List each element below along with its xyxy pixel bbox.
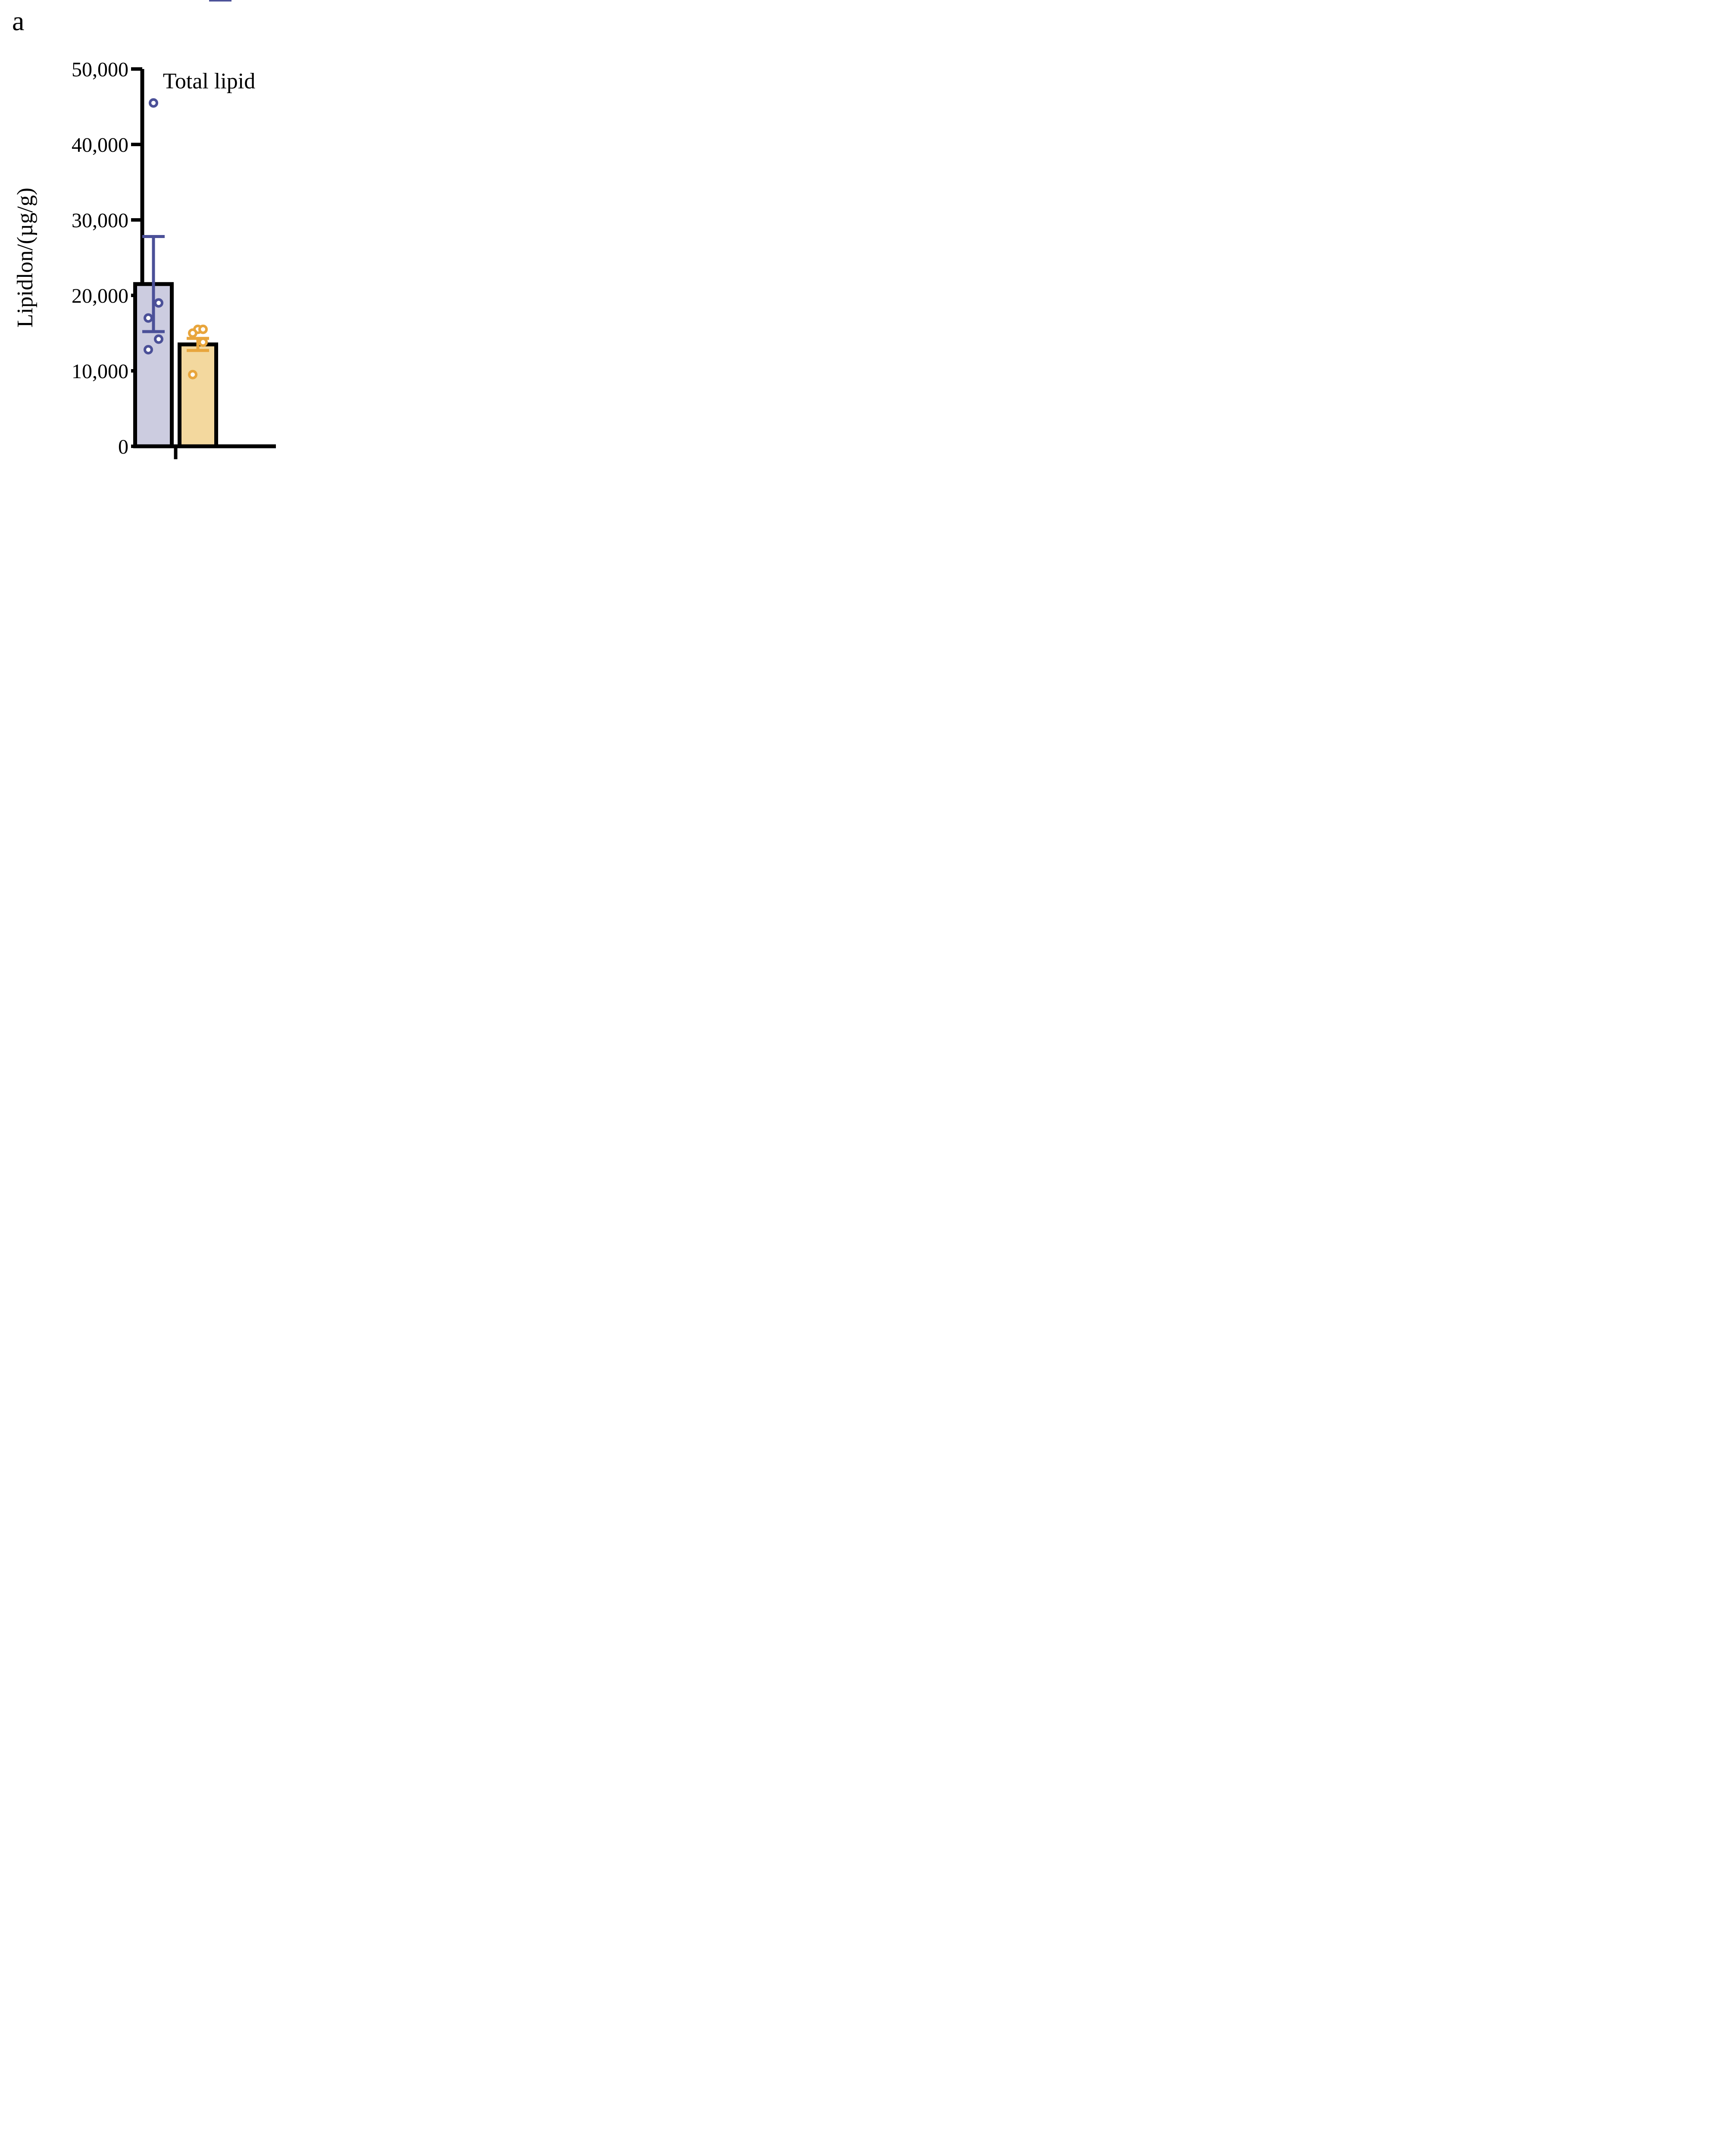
data-point [144,313,153,323]
y-tick-label: 0 [118,436,128,458]
data-point [188,328,197,338]
y-tick-label: 40,000 [72,134,128,157]
data-point [188,370,197,379]
y-axis-label: Lipidlon/(µg/g) [13,188,38,328]
data-point [198,324,208,334]
data-point [154,334,163,344]
data-point [198,337,208,347]
y-tick-label: 10,000 [72,360,128,383]
y-tick-label: 20,000 [72,285,128,307]
bar-glu [178,342,218,448]
y-tick-label: 30,000 [72,209,128,232]
data-point [144,345,153,354]
data-point [154,298,163,308]
panel-letter: a [12,6,24,36]
y-tick-label: 50,000 [72,58,128,81]
chart-a: 0 10,000 20,000 30,000 40,000 50,000 Lipidlon/… [12,0,276,459]
chart-title: Total lipid [163,69,255,94]
data-point [149,98,158,108]
